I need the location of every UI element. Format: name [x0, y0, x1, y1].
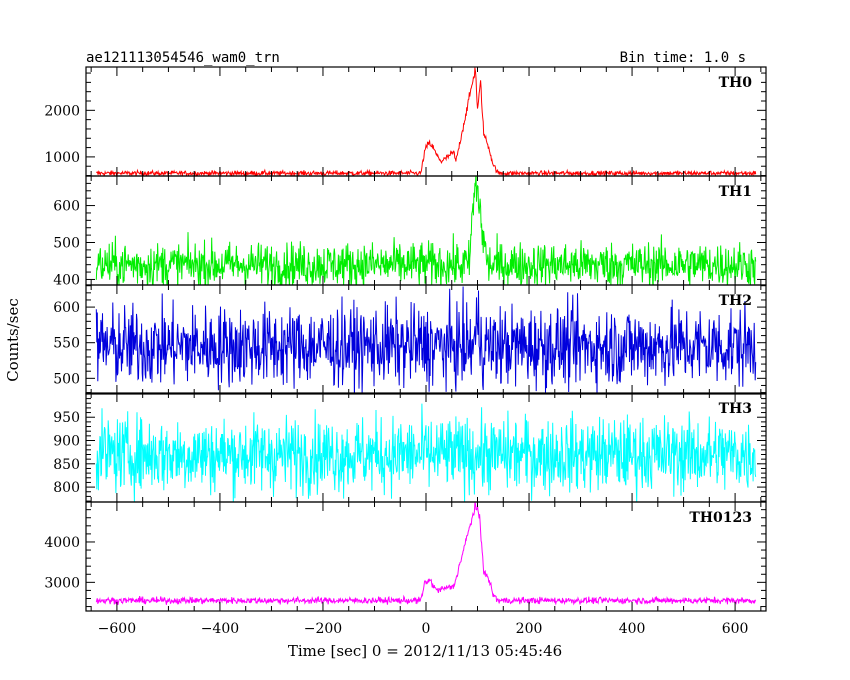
y-tick-label: 950 [53, 410, 80, 426]
series-line-th2 [95, 286, 757, 394]
panel-label-th1: TH1 [719, 184, 752, 200]
chart-title-right: Bin time: 1.0 s [620, 50, 746, 66]
x-tick-label: −200 [304, 621, 342, 637]
x-tick-label: 200 [516, 621, 543, 637]
y-tick-label: 3000 [44, 575, 80, 591]
series-line-th0123 [95, 502, 757, 606]
panel-label-th3: TH3 [719, 401, 752, 417]
x-tick-label: 0 [422, 621, 431, 637]
series-line-th0 [95, 67, 757, 176]
x-tick-label: 400 [619, 621, 646, 637]
panel-label-th0123: TH0123 [689, 510, 752, 526]
y-tick-label: 900 [53, 434, 80, 450]
x-tick-label: 600 [722, 621, 749, 637]
y-tick-label: 600 [53, 199, 80, 215]
y-tick-label: 550 [53, 336, 80, 352]
y-tick-label: 400 [53, 272, 80, 288]
y-tick-label: 600 [53, 300, 80, 316]
panel-frame-th0123 [85, 501, 767, 612]
series-line-th3 [95, 403, 757, 502]
panel-frame-th0 [85, 66, 767, 177]
y-tick-label: 2000 [44, 103, 80, 119]
y-tick-label: 500 [53, 371, 80, 387]
x-axis-label: Time [sec] 0 = 2012/11/13 05:45:46 [288, 642, 562, 660]
y-tick-label: 850 [53, 457, 80, 473]
panel-label-th0: TH0 [719, 75, 753, 91]
x-tick-label: −600 [98, 621, 136, 637]
y-tick-label: 4000 [44, 535, 80, 551]
series-line-th1 [95, 176, 757, 285]
y-tick-label: 500 [53, 236, 80, 252]
chart-title-left: ae121113054546_wam0_trn [86, 50, 280, 66]
panel-label-th2: TH2 [719, 293, 752, 309]
y-tick-label: 800 [53, 480, 80, 496]
y-axis-label: Counts/sec [4, 298, 22, 382]
y-tick-label: 1000 [44, 150, 80, 166]
x-tick-label: −400 [201, 621, 239, 637]
